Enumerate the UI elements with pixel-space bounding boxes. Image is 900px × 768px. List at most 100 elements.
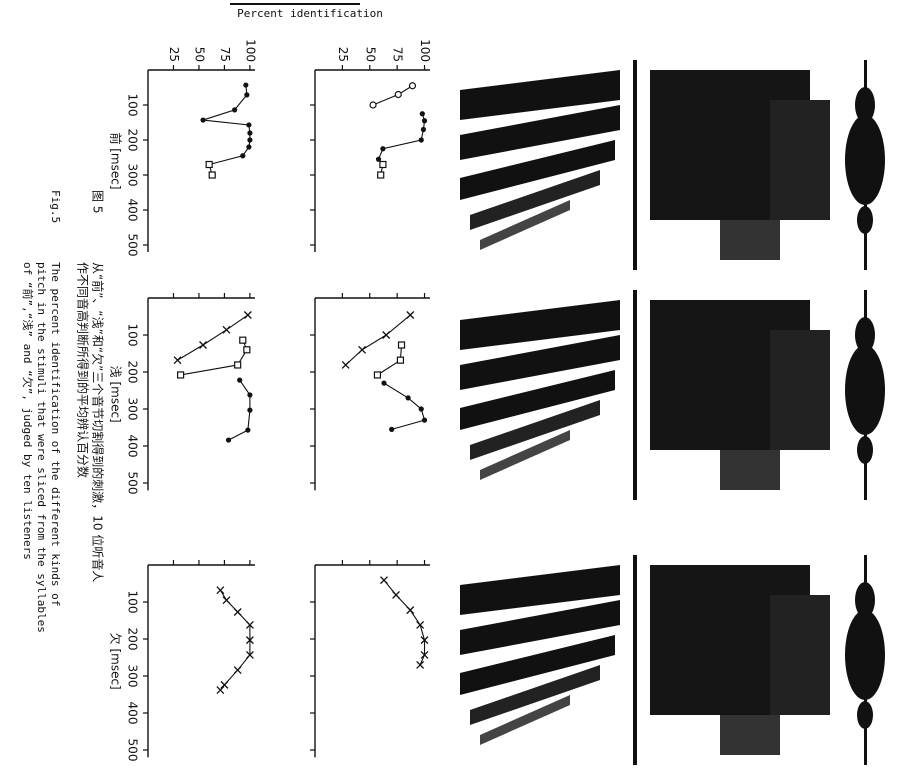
point [247, 392, 253, 398]
signal-display [458, 288, 887, 502]
y-tick-label: 75 [218, 47, 232, 62]
x-axis-label: 前 [msec] [109, 132, 124, 189]
point [244, 92, 250, 98]
series-line [180, 339, 248, 376]
point [239, 336, 247, 344]
point [341, 361, 350, 369]
point [405, 395, 411, 401]
point [246, 122, 252, 128]
point [245, 427, 251, 433]
point [243, 346, 251, 354]
y-tick-label: 75 [391, 47, 405, 62]
x-tick-label: 300 [126, 164, 140, 187]
point [247, 407, 253, 413]
series-line [177, 314, 249, 361]
rotated-figure: 图 5 从“前”、“浅”和“欠”三个音节切割得到的刺激，10 位听音人 作不同音… [21, 39, 887, 767]
point [380, 146, 386, 152]
series-line [202, 84, 251, 166]
x-tick-label: 100 [126, 591, 140, 614]
point [373, 371, 382, 379]
caption-en: pitch in the stimuli that were sliced fr… [35, 262, 48, 633]
caption-en-label: Fig.5 [49, 190, 62, 223]
point [199, 341, 207, 349]
point [245, 636, 254, 645]
signal-display [458, 58, 887, 272]
caption-en: of “前”,“浅” and “欠”, judged by ten listen… [21, 262, 35, 560]
point [421, 417, 428, 423]
y-tick-label: 50 [192, 47, 206, 62]
point [245, 620, 254, 629]
caption-zh-label: 图 5 [91, 190, 105, 213]
point [379, 160, 387, 169]
series-line [383, 382, 426, 430]
point [225, 437, 232, 443]
point [418, 137, 424, 143]
caption-zh: 作不同音高判断所得到的平均辨认百分数 [76, 262, 91, 478]
point [220, 680, 229, 689]
caption-en: The percent identification of the differ… [49, 262, 62, 606]
caption-zh: 从“前”、“浅”和“欠”三个音节切割得到的刺激，10 位听音人 [91, 262, 106, 582]
point [208, 171, 216, 179]
point [173, 356, 182, 365]
point [421, 118, 428, 124]
point [245, 650, 254, 659]
point [420, 650, 429, 659]
point [420, 126, 427, 133]
x-tick-label: 400 [126, 435, 140, 458]
point [377, 171, 385, 179]
y-tick-label: 25 [336, 47, 350, 62]
point [382, 331, 391, 339]
x-tick-label: 300 [126, 665, 140, 688]
y-tick-label: 100 [418, 39, 432, 62]
point [396, 356, 405, 364]
point [408, 82, 417, 90]
point [222, 596, 231, 605]
point [380, 576, 388, 585]
point [233, 666, 242, 675]
y-tick-label: 25 [167, 47, 181, 62]
x-tick-label: 400 [126, 702, 140, 725]
x-tick-label: 100 [126, 94, 140, 117]
point [381, 380, 387, 386]
point [233, 608, 242, 616]
point [406, 311, 415, 319]
point [216, 586, 225, 595]
series-line [345, 314, 411, 366]
point [419, 111, 425, 117]
x-tick-label: 200 [126, 129, 140, 152]
x-tick-label: 500 [126, 472, 140, 495]
x-tick-label: 100 [126, 324, 140, 347]
y-tick-label: 100 [243, 39, 257, 62]
point [394, 90, 402, 99]
point [177, 371, 185, 379]
signal-display [458, 553, 887, 767]
point [205, 160, 213, 169]
y-tick-label: 50 [363, 47, 377, 62]
point [358, 345, 367, 354]
point [418, 406, 424, 412]
series-line [378, 113, 426, 160]
point [216, 686, 225, 695]
point [232, 107, 238, 113]
series-line [219, 589, 251, 691]
point [406, 606, 415, 615]
point [234, 361, 242, 369]
point [389, 426, 395, 432]
point [416, 620, 425, 629]
y-axis-title: Percent identification [237, 7, 383, 20]
point [420, 636, 429, 645]
point [240, 153, 246, 159]
point [243, 82, 249, 88]
point [246, 144, 252, 150]
point [416, 660, 425, 669]
point [200, 117, 206, 123]
point [247, 137, 253, 143]
point [222, 325, 231, 334]
x-tick-label: 400 [126, 199, 140, 222]
point [392, 591, 401, 599]
x-axis-label: 欠 [msec] [109, 633, 124, 690]
x-tick-label: 300 [126, 398, 140, 421]
x-axis-label: 浅 [msec] [109, 366, 123, 423]
point [237, 377, 243, 383]
